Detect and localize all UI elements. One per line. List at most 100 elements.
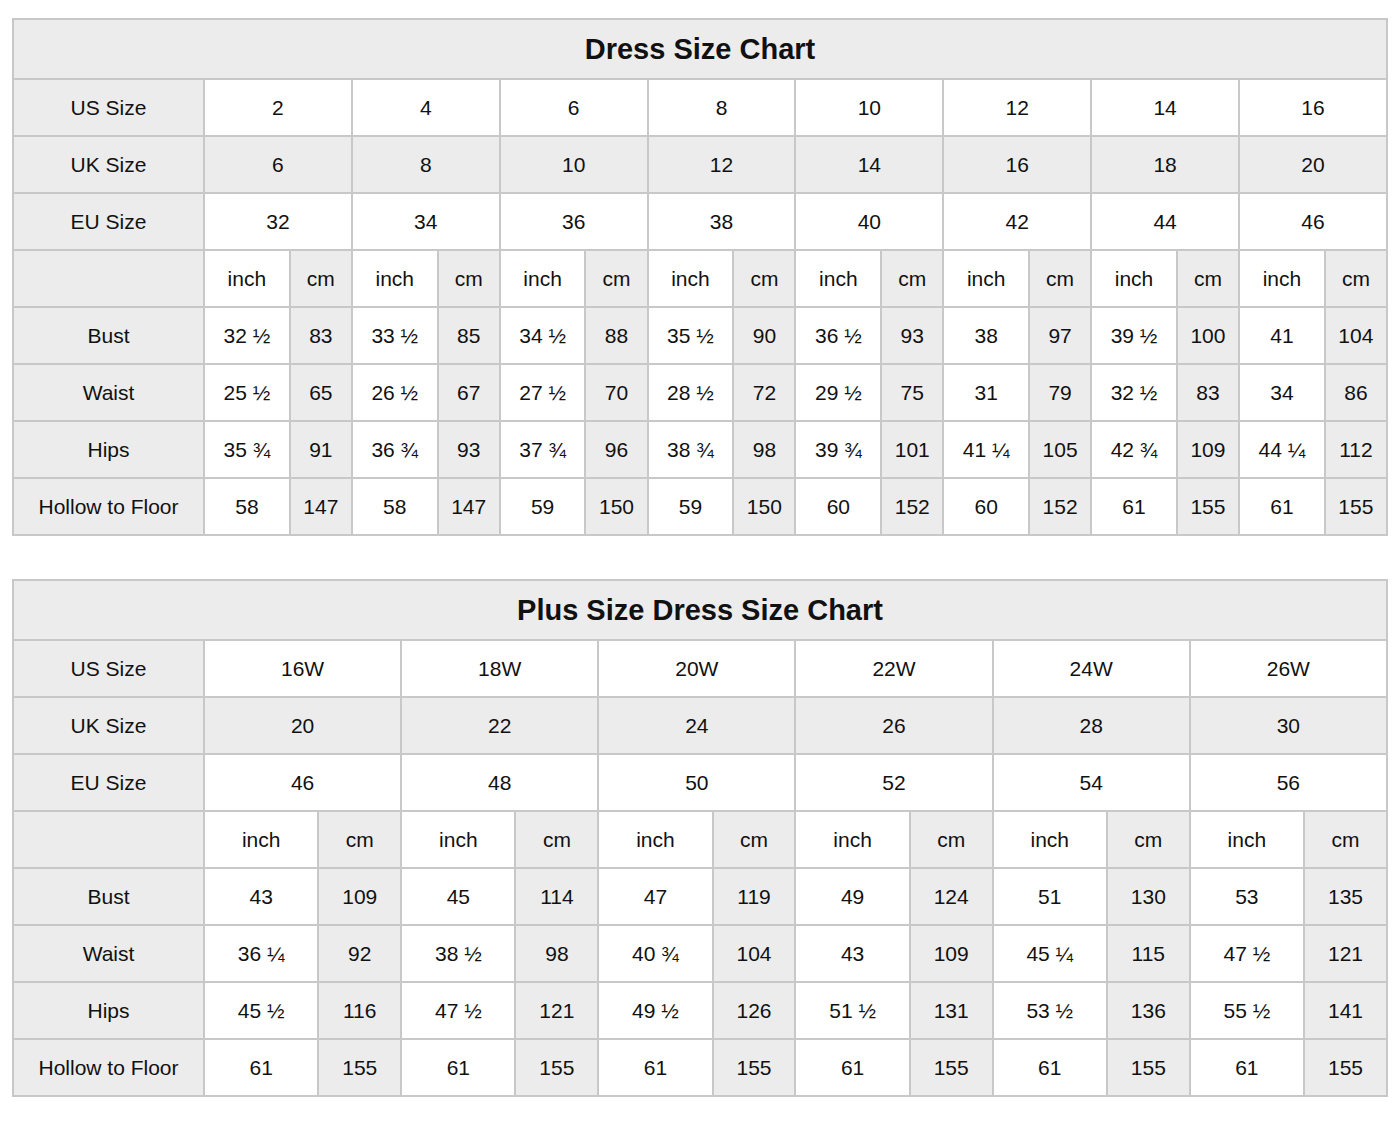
unit-header-inch-cell: inch [352,250,438,307]
measurement-cm-cell: 121 [1304,925,1387,982]
measurement-inch-cell: 32 ½ [1091,364,1177,421]
measurement-inch-cell: 40 ¾ [598,925,712,982]
row-label: UK Size [13,697,204,754]
measurement-inch-cell: 60 [795,478,881,535]
row-label: EU Size [13,193,204,250]
row-label: EU Size [13,754,204,811]
unit-header-cm-cell: cm [1029,250,1091,307]
row-label: Hollow to Floor [13,478,204,535]
measurement-cm-cell: 141 [1304,982,1387,1039]
size-value-cell: 32 [204,193,352,250]
size-value-cell: 30 [1190,697,1387,754]
unit-header-cm-cell: cm [713,811,796,868]
measurement-cm-cell: 119 [713,868,796,925]
measurement-inch-cell: 60 [943,478,1029,535]
measurement-cm-cell: 109 [318,868,401,925]
row-label: US Size [13,79,204,136]
row-label: Waist [13,364,204,421]
measurement-cm-cell: 100 [1177,307,1239,364]
row-label: Bust [13,868,204,925]
row-label: UK Size [13,136,204,193]
measurement-inch-cell: 51 ½ [795,982,909,1039]
measurement-inch-cell: 43 [204,868,318,925]
measurement-cm-cell: 147 [290,478,352,535]
measurement-inch-cell: 53 ½ [993,982,1107,1039]
measurement-cm-cell: 90 [733,307,795,364]
row-label: US Size [13,640,204,697]
measurement-cm-cell: 72 [733,364,795,421]
row-label: Bust [13,307,204,364]
measurement-cm-cell: 136 [1107,982,1190,1039]
unit-header-inch-cell: inch [795,250,881,307]
measurement-inch-cell: 29 ½ [795,364,881,421]
measurement-cm-cell: 114 [515,868,598,925]
unit-header-cm-cell: cm [585,250,647,307]
unit-header-inch-cell: inch [1190,811,1304,868]
size-value-cell: 22W [795,640,992,697]
measurement-inch-cell: 31 [943,364,1029,421]
size-value-cell: 40 [795,193,943,250]
measurement-cm-cell: 124 [910,868,993,925]
size-value-cell: 12 [943,79,1091,136]
measurement-cm-cell: 155 [1304,1039,1387,1096]
measurement-cm-cell: 152 [881,478,943,535]
size-value-cell: 44 [1091,193,1239,250]
measurement-inch-cell: 41 ¼ [943,421,1029,478]
measurement-inch-cell: 59 [648,478,734,535]
size-value-cell: 24W [993,640,1190,697]
unit-header-inch-cell: inch [648,250,734,307]
dress-size-chart-section: Dress Size ChartUS Size246810121416UK Si… [12,18,1388,536]
size-value-cell: 10 [795,79,943,136]
measurement-inch-cell: 53 [1190,868,1304,925]
measurement-inch-cell: 61 [795,1039,909,1096]
unit-header-cm-cell: cm [515,811,598,868]
measurement-inch-cell: 55 ½ [1190,982,1304,1039]
unit-header-cm-cell: cm [1107,811,1190,868]
measurement-inch-cell: 45 ¼ [993,925,1107,982]
size-value-cell: 26 [795,697,992,754]
unit-header-cm-cell: cm [318,811,401,868]
size-value-cell: 12 [648,136,796,193]
measurement-inch-cell: 42 ¾ [1091,421,1177,478]
size-value-cell: 26W [1190,640,1387,697]
size-value-cell: 42 [943,193,1091,250]
measurement-inch-cell: 41 [1239,307,1325,364]
measurement-cm-cell: 147 [438,478,500,535]
measurement-cm-cell: 155 [515,1039,598,1096]
measurement-cm-cell: 150 [733,478,795,535]
measurement-inch-cell: 28 ½ [648,364,734,421]
measurement-cm-cell: 112 [1325,421,1387,478]
unit-row-label-empty [13,250,204,307]
measurement-cm-cell: 126 [713,982,796,1039]
size-value-cell: 4 [352,79,500,136]
measurement-cm-cell: 155 [1107,1039,1190,1096]
measurement-inch-cell: 32 ½ [204,307,290,364]
size-value-cell: 56 [1190,754,1387,811]
measurement-inch-cell: 39 ¾ [795,421,881,478]
measurement-inch-cell: 49 ½ [598,982,712,1039]
measurement-cm-cell: 67 [438,364,500,421]
size-value-cell: 2 [204,79,352,136]
measurement-inch-cell: 38 ¾ [648,421,734,478]
size-value-cell: 34 [352,193,500,250]
measurement-inch-cell: 38 ½ [401,925,515,982]
size-value-cell: 18 [1091,136,1239,193]
unit-header-cm-cell: cm [1325,250,1387,307]
measurement-inch-cell: 51 [993,868,1107,925]
row-label: Hips [13,982,204,1039]
measurement-cm-cell: 85 [438,307,500,364]
measurement-inch-cell: 39 ½ [1091,307,1177,364]
measurement-inch-cell: 61 [401,1039,515,1096]
measurement-cm-cell: 70 [585,364,647,421]
measurement-cm-cell: 155 [910,1039,993,1096]
measurement-cm-cell: 83 [290,307,352,364]
row-label: Waist [13,925,204,982]
measurement-cm-cell: 115 [1107,925,1190,982]
size-value-cell: 14 [795,136,943,193]
size-value-cell: 6 [500,79,648,136]
size-value-cell: 36 [500,193,648,250]
measurement-inch-cell: 61 [1091,478,1177,535]
size-value-cell: 28 [993,697,1190,754]
size-value-cell: 16 [943,136,1091,193]
measurement-cm-cell: 88 [585,307,647,364]
